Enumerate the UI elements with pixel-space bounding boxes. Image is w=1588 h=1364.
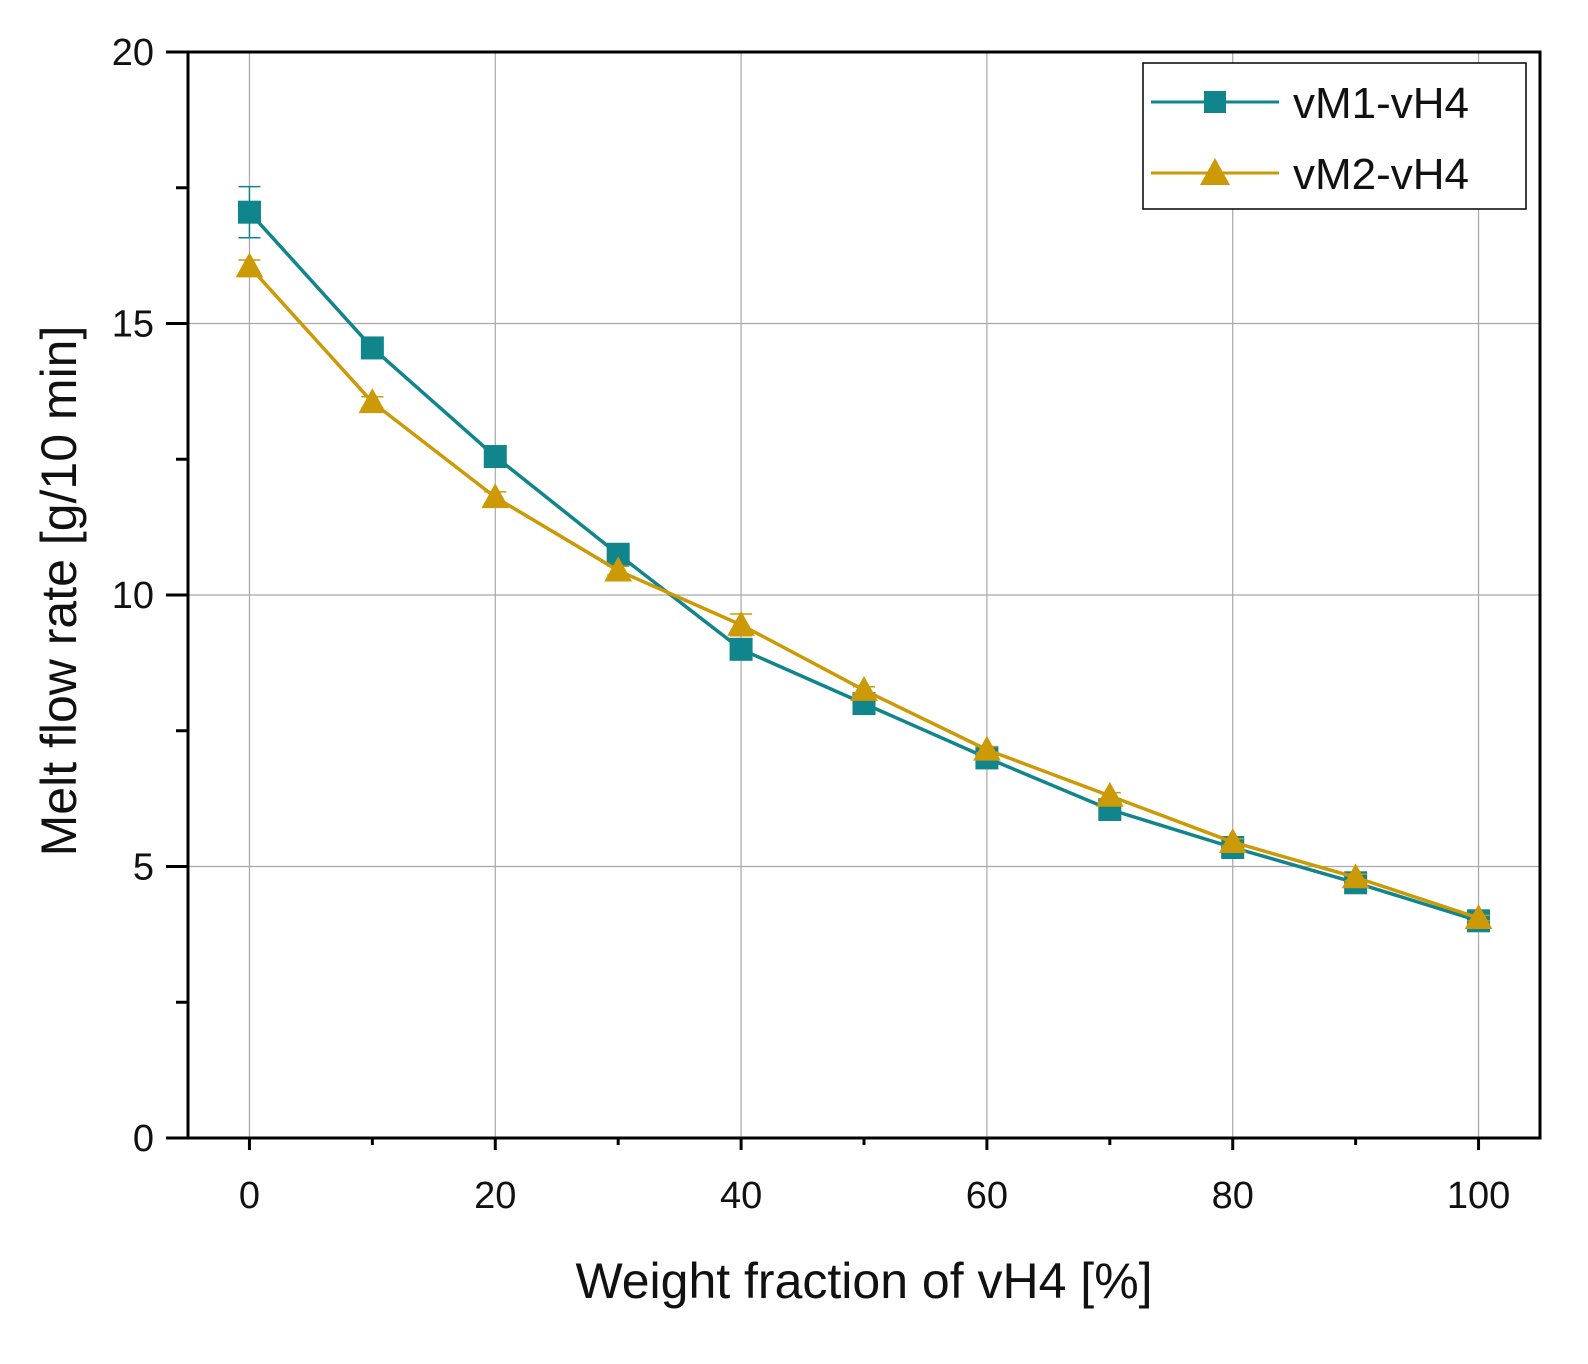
series-line <box>248 265 1480 920</box>
y-tick-label: 20 <box>112 32 154 74</box>
y-tick-label: 5 <box>133 847 154 889</box>
data-point-triangle <box>1218 828 1247 853</box>
data-point-triangle <box>358 388 387 414</box>
x-axis-title: Weight fraction of vH4 [%] <box>575 1253 1152 1309</box>
x-tick-label: 40 <box>720 1175 762 1217</box>
series-vm2-vh4 <box>235 252 1493 929</box>
data-point-triangle <box>235 252 264 278</box>
legend-square-marker <box>1204 91 1226 113</box>
y-tick-label: 0 <box>133 1118 154 1160</box>
axes: 0 20 40 60 80 100 0 5 10 15 20 <box>112 32 1511 1217</box>
y-tick-label: 15 <box>112 304 154 346</box>
data-point-triangle <box>1341 863 1370 889</box>
legend: vM1-vH4 vM2-vH4 <box>1142 62 1527 210</box>
x-tick-label: 20 <box>474 1175 516 1217</box>
series-layer <box>235 185 1493 933</box>
data-point-square <box>729 637 753 661</box>
legend-item-vm2-vh4: vM2-vH4 <box>1151 150 1469 199</box>
data-point-triangle <box>481 483 510 509</box>
data-point-square <box>483 445 507 469</box>
data-point-triangle <box>973 735 1001 761</box>
legend-triangle-marker <box>1200 158 1230 185</box>
x-tick-label: 0 <box>239 1175 260 1217</box>
data-point-triangle <box>1464 904 1493 929</box>
data-point-triangle <box>604 556 633 582</box>
data-point-square <box>360 336 384 360</box>
legend-item-vm1-vh4: vM1-vH4 <box>1151 79 1469 128</box>
y-axis-title: Melt flow rate [g/10 min] <box>31 326 87 857</box>
legend-label: vM1-vH4 <box>1293 79 1469 128</box>
x-tick-label: 60 <box>966 1175 1008 1217</box>
grid-lines <box>188 51 1540 1139</box>
series-vm1-vh4 <box>237 185 1491 933</box>
data-point-square <box>237 200 261 224</box>
data-point-triangle <box>1095 781 1124 807</box>
series-line <box>248 211 1480 923</box>
data-point-triangle <box>727 610 755 636</box>
x-tick-label: 80 <box>1212 1175 1254 1217</box>
x-tick-label: 100 <box>1447 1175 1510 1217</box>
y-tick-label: 10 <box>112 575 154 617</box>
legend-label: vM2-vH4 <box>1293 150 1469 199</box>
data-point-triangle <box>850 675 878 701</box>
